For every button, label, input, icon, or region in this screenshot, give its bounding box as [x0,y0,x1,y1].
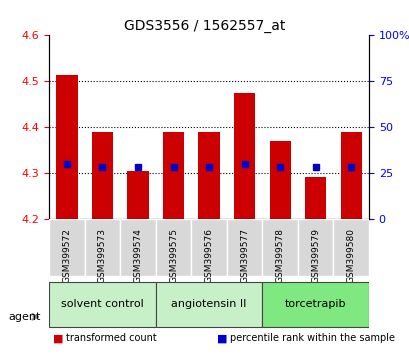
FancyBboxPatch shape [262,219,297,276]
FancyBboxPatch shape [49,282,155,327]
Text: ■: ■ [217,333,227,343]
Bar [269,141,290,219]
Bar [198,132,219,219]
Text: GSM399575: GSM399575 [169,228,178,283]
Bar [340,132,361,219]
Bar [127,171,148,219]
FancyBboxPatch shape [226,219,262,276]
Text: GSM399573: GSM399573 [98,228,107,283]
FancyBboxPatch shape [262,282,368,327]
Text: GSM399574: GSM399574 [133,228,142,283]
Text: GDS3556 / 1562557_at: GDS3556 / 1562557_at [124,19,285,34]
Text: torcetrapib: torcetrapib [284,299,346,309]
Text: percentile rank within the sample: percentile rank within the sample [229,333,393,343]
FancyBboxPatch shape [155,282,262,327]
Text: ■: ■ [53,333,64,343]
FancyBboxPatch shape [297,219,333,276]
Text: GSM399576: GSM399576 [204,228,213,283]
Bar [234,93,255,219]
Bar [162,132,184,219]
Text: angiotensin II: angiotensin II [171,299,246,309]
Text: GSM399580: GSM399580 [346,228,355,283]
FancyBboxPatch shape [155,219,191,276]
Bar [56,75,77,219]
Text: solvent control: solvent control [61,299,144,309]
Bar [304,177,326,219]
FancyBboxPatch shape [49,219,85,276]
FancyBboxPatch shape [191,219,226,276]
Text: GSM399578: GSM399578 [275,228,284,283]
Text: GSM399577: GSM399577 [240,228,249,283]
Text: GSM399579: GSM399579 [310,228,319,283]
Text: agent: agent [8,312,40,322]
Text: transformed count: transformed count [65,333,156,343]
Bar [92,132,113,219]
FancyBboxPatch shape [333,219,368,276]
Text: GSM399572: GSM399572 [62,228,71,283]
FancyBboxPatch shape [120,219,155,276]
FancyBboxPatch shape [85,219,120,276]
